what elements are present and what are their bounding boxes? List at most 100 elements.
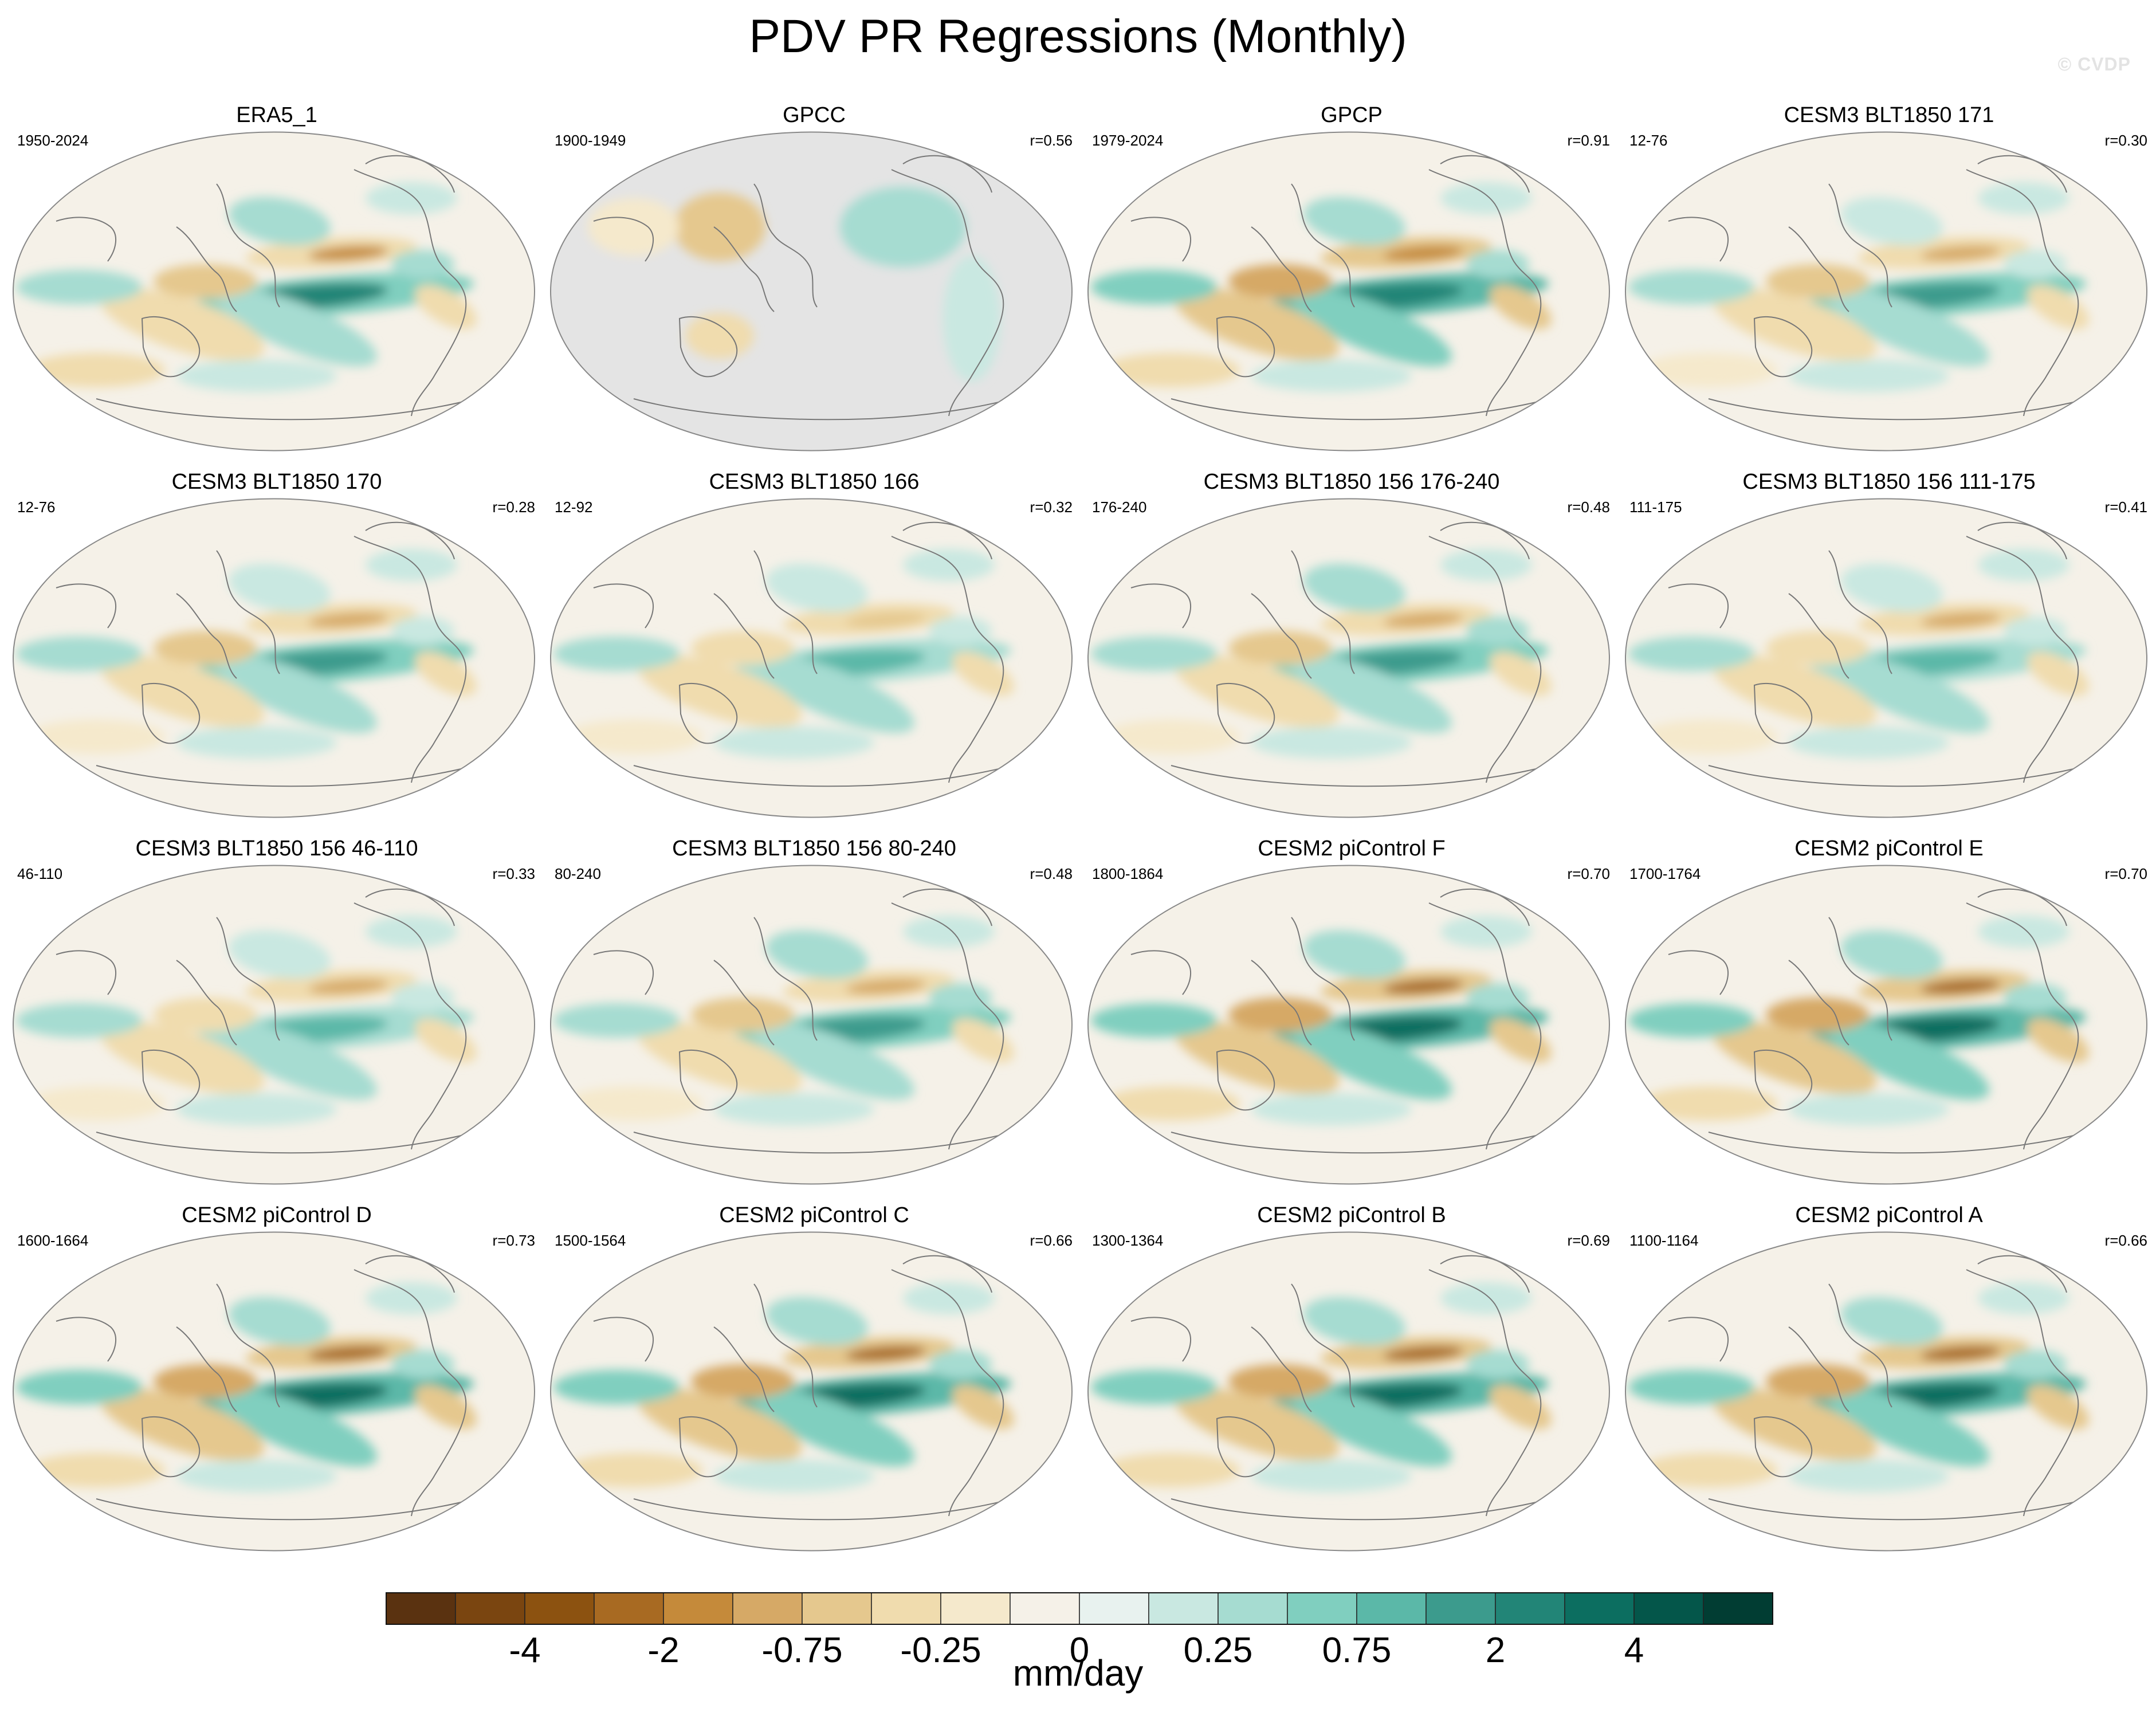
precip-anomaly-region: [28, 720, 165, 754]
precip-anomaly-region: [217, 654, 377, 733]
precip-anomaly-region: [1091, 1370, 1217, 1404]
precip-anomaly-region: [415, 1385, 477, 1430]
coastline: [1708, 390, 2116, 421]
precip-anomaly-region: [952, 1385, 1014, 1430]
coastline: [633, 1123, 1041, 1154]
colorbar-tick-label: 0.75: [1322, 1631, 1392, 1670]
coastline: [1251, 960, 1312, 1046]
panel-period-label: 1500-1564: [555, 1232, 626, 1249]
precip-anomaly-region: [2004, 250, 2067, 278]
panel-title: CESM2 piControl F: [1258, 837, 1446, 861]
coastline: [1171, 756, 1578, 787]
panel-period-label: 80-240: [555, 865, 601, 882]
coastline: [1788, 226, 1849, 312]
precip-anomaly-region: [1841, 1297, 1943, 1346]
precip-anomaly-region: [1102, 1086, 1240, 1121]
precip-anomaly-region: [1841, 563, 1943, 612]
coastline: [891, 1269, 1004, 1517]
precip-anomaly-region: [1091, 270, 1217, 304]
precip-anomaly-region: [16, 1370, 142, 1404]
precip-anomaly-region: [16, 637, 142, 671]
coastline: [713, 226, 775, 312]
coastline: [1828, 917, 1892, 1041]
panel-period-label: 111-175: [1629, 498, 1682, 516]
coastline: [1130, 950, 1192, 995]
precip-anomaly-region: [1712, 1388, 1877, 1461]
map-outline: [550, 865, 1073, 1185]
robinson-map: [13, 865, 535, 1185]
coastline: [141, 316, 201, 378]
precip-anomaly-region: [1291, 654, 1452, 733]
precip-anomaly-region: [929, 983, 992, 1012]
precip-anomaly-region: [691, 1364, 794, 1399]
precip-anomaly-region: [308, 979, 388, 994]
precip-anomaly-region: [1303, 197, 1405, 246]
map-panel: CESM3 BLT1850 171 12-76 r=0.30: [1623, 102, 2155, 457]
panel-period-label: 1600-1664: [17, 1232, 89, 1249]
map-outline: [1087, 1231, 1610, 1552]
coastline: [891, 536, 1004, 783]
robinson-map: [13, 131, 535, 451]
panel-title: CESM2 piControl E: [1794, 837, 1984, 861]
map-outline: [1087, 131, 1610, 451]
colorbar-tick-label: 4: [1624, 1631, 1644, 1670]
precip-anomaly-region: [1091, 637, 1217, 671]
colorbar-swatch: [1287, 1592, 1357, 1625]
coastline: [176, 226, 237, 312]
colorbar-swatch: [940, 1592, 1011, 1625]
colorbar-frame: [386, 1592, 1773, 1625]
coastline: [1668, 217, 1729, 262]
precip-anomaly-region: [565, 720, 702, 754]
panel-period-label: 1979-2024: [1092, 132, 1164, 149]
coastline: [1966, 902, 2079, 1150]
precip-anomaly-region: [1228, 998, 1332, 1032]
precip-anomaly-region: [1291, 1021, 1452, 1100]
map-outline: [1625, 131, 2147, 451]
precip-anomaly-region: [1640, 720, 1777, 754]
robinson-map: [1087, 1231, 1610, 1552]
panel-correlation-label: r=0.41: [2104, 498, 2147, 516]
panel-correlation-label: r=0.28: [492, 498, 535, 516]
colorbar-tick-label: -4: [509, 1631, 540, 1670]
panel-title: CESM3 BLT1850 156 46-110: [135, 837, 418, 861]
precip-anomaly-region: [366, 916, 457, 948]
colorbar-swatch: [1079, 1592, 1149, 1625]
panel-correlation-label: r=0.33: [492, 865, 535, 882]
precip-anomaly-region: [553, 1370, 680, 1404]
robinson-map: [1087, 865, 1610, 1185]
coastline: [1788, 593, 1849, 679]
precip-anomaly-region: [2027, 1018, 2089, 1063]
robinson-map: [1087, 131, 1610, 451]
precip-anomaly-region: [1440, 182, 1532, 214]
precip-anomaly-region: [1291, 288, 1452, 367]
coastline: [678, 1416, 738, 1478]
map-outline: [550, 498, 1073, 818]
precip-anomaly-region: [766, 930, 868, 979]
map-outline: [1087, 865, 1610, 1185]
precip-anomaly-region: [366, 1282, 457, 1314]
land-precip-anomaly: [674, 193, 765, 261]
colorbar-swatch: [1703, 1592, 1773, 1625]
coastline: [216, 1283, 280, 1408]
precip-anomaly-region: [1175, 1388, 1340, 1461]
precip-anomaly-region: [366, 182, 457, 214]
map-outline: [550, 131, 1073, 451]
precip-anomaly-region: [28, 353, 165, 387]
map-panel: CESM2 piControl D 1600-1664 r=0.73: [10, 1202, 543, 1557]
precip-anomaly-region: [1466, 983, 1529, 1012]
precip-anomaly-region: [100, 1388, 265, 1461]
precip-anomaly-region: [1829, 1021, 1989, 1100]
precip-anomaly-region: [28, 1453, 165, 1487]
panel-correlation-label: r=0.56: [1030, 132, 1073, 149]
precip-anomaly-region: [1628, 270, 1754, 304]
precip-anomaly-region: [1841, 930, 1943, 979]
precip-anomaly-region: [229, 197, 331, 246]
precip-anomaly-region: [1228, 1364, 1332, 1399]
precip-anomaly-region: [1829, 1388, 1989, 1467]
precip-anomaly-region: [714, 726, 874, 759]
map-panel: CESM2 piControl A 1100-1164 r=0.66: [1623, 1202, 2155, 1557]
colorbar-swatch: [732, 1592, 803, 1625]
coastline: [96, 756, 504, 787]
coastline: [1171, 1123, 1578, 1154]
precip-anomaly-region: [1175, 288, 1340, 361]
